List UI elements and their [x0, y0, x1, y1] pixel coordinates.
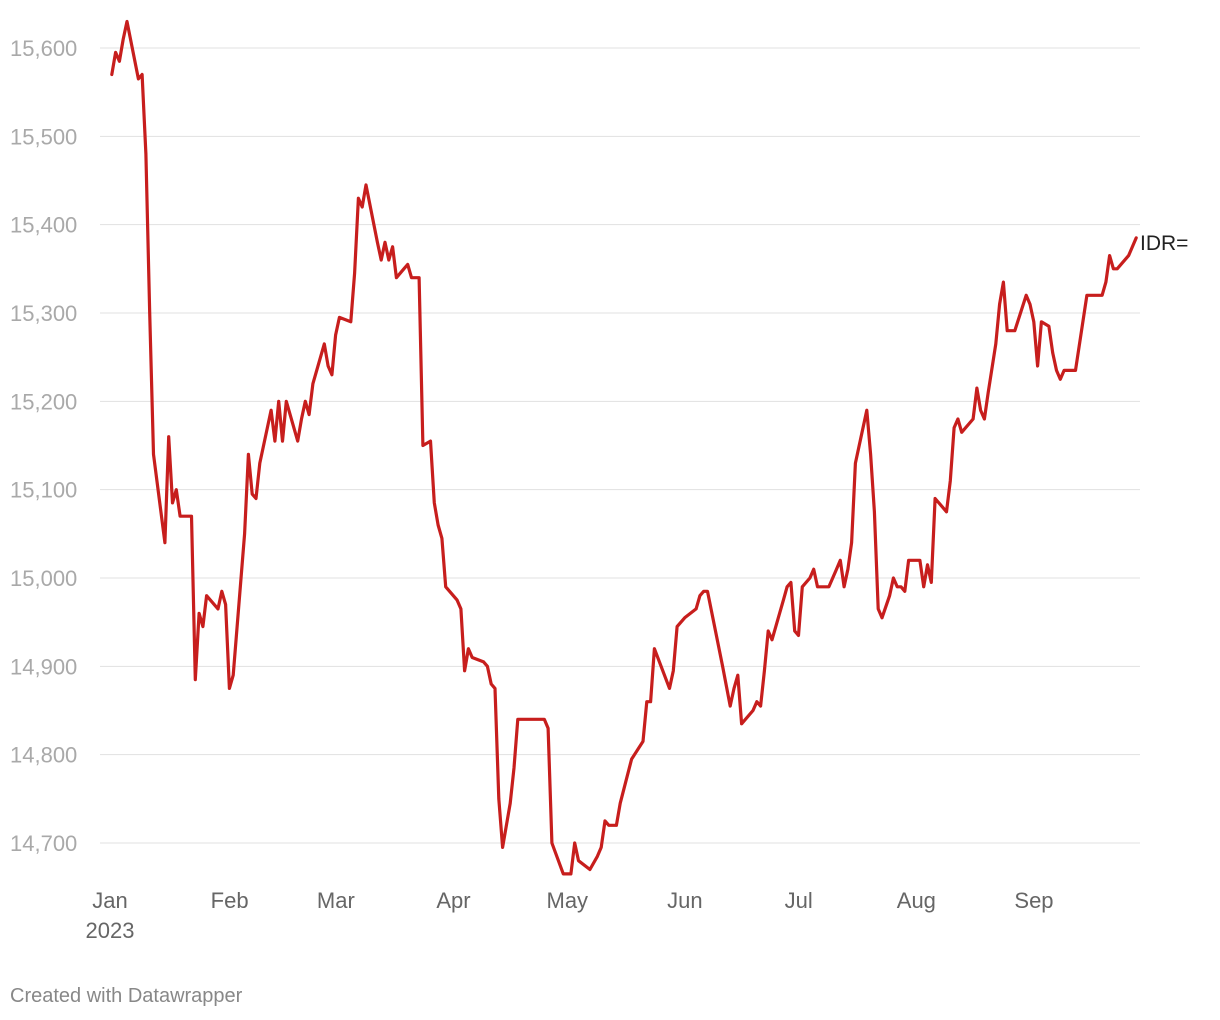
y-tick-label: 15,000 — [10, 566, 77, 591]
y-tick-label: 15,600 — [10, 36, 77, 61]
x-tick-sublabel: 2023 — [86, 918, 135, 943]
y-tick-label: 15,200 — [10, 389, 77, 414]
x-tick-label: Apr — [436, 888, 470, 913]
series-line-0 — [110, 19, 1138, 876]
y-tick-label: 14,700 — [10, 831, 77, 856]
x-tick-label: Sep — [1014, 888, 1053, 913]
chart: 14,700 14,800 14,900 15,000 15,100 15,200 15,3… — [10, 19, 1188, 943]
x-tick-label: Jul — [785, 888, 813, 913]
x-tick-label: Aug — [897, 888, 936, 913]
x-tick-label: Jun — [667, 888, 702, 913]
y-tick-label: 15,100 — [10, 478, 77, 503]
y-tick-label: 15,300 — [10, 301, 77, 326]
y-axis: 14,700 14,800 14,900 15,000 15,100 15,200 15,3… — [10, 36, 77, 856]
footer-credit: Created with Datawrapper — [10, 985, 243, 1007]
x-axis: Jan 2023 Feb Mar Apr May Jun Jul Aug Sep — [86, 888, 1054, 943]
y-tick-label: 15,500 — [10, 124, 77, 149]
series-layer: IDR= — [110, 19, 1188, 876]
y-tick-label: 14,800 — [10, 743, 77, 768]
series-label: IDR= — [1140, 232, 1188, 255]
x-tick-label: May — [547, 888, 589, 913]
y-tick-label: 14,900 — [10, 654, 77, 679]
x-tick-label: Jan — [92, 888, 127, 913]
x-tick-label: Mar — [317, 888, 355, 913]
grid-lines — [100, 47, 1140, 844]
x-tick-label: Feb — [211, 888, 249, 913]
y-tick-label: 15,400 — [10, 213, 77, 238]
